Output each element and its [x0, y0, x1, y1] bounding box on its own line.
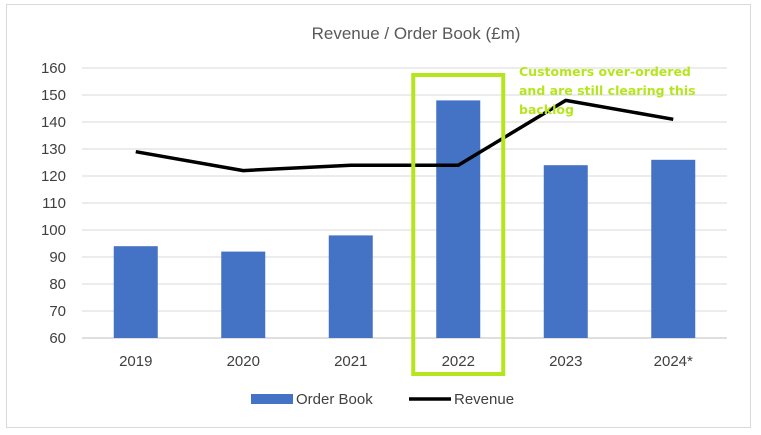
- highlight-box: [411, 73, 506, 376]
- y-tick-label: 90: [49, 249, 66, 266]
- highlight-rect: [411, 73, 506, 376]
- revenue-line: [135, 98, 674, 173]
- y-tick-label: 100: [41, 222, 66, 239]
- y-tick-label: 70: [49, 303, 66, 320]
- bar: [328, 235, 373, 338]
- bar: [436, 100, 481, 339]
- bar: [651, 159, 696, 338]
- bar: [221, 251, 266, 338]
- y-tick-label: 150: [41, 87, 66, 104]
- y-tick-label: 110: [42, 195, 66, 212]
- legend-label-revenue: Revenue: [454, 391, 514, 408]
- x-tick-label: 2021: [334, 353, 367, 370]
- bar: [543, 165, 588, 338]
- y-tick-label: 140: [41, 114, 66, 131]
- annotation: Customers over-ordered and are still clea…: [519, 64, 696, 117]
- y-tick-label: 130: [41, 141, 66, 158]
- y-tick-label: 120: [41, 168, 66, 185]
- y-tick-label: 80: [49, 276, 66, 293]
- chart-frame: [6, 4, 751, 428]
- x-tick-label: 2022: [442, 353, 475, 370]
- y-tick-label: 60: [49, 330, 66, 347]
- legend-label-order-book: Order Book: [296, 391, 373, 408]
- chart-title: Revenue / Order Book (£m): [312, 24, 521, 43]
- line-series: [135, 98, 674, 173]
- bar-series: [113, 100, 696, 339]
- annotation-line: backlog: [519, 102, 574, 117]
- x-axis: 2019 2020 2021 2022 2023 2024*: [119, 353, 693, 370]
- bar: [113, 246, 158, 338]
- annotation-line: Customers over-ordered: [519, 64, 691, 79]
- annotation-line: and are still clearing this: [519, 83, 696, 98]
- x-tick-label: 2019: [119, 353, 152, 370]
- y-axis: 60 70 80 90 100 110 120 130 140 150 160: [41, 60, 66, 347]
- y-tick-label: 160: [41, 60, 66, 77]
- x-tick-label: 2024*: [654, 353, 693, 370]
- x-tick-label: 2020: [227, 353, 260, 370]
- legend-swatch-order-book: [251, 394, 293, 404]
- gridlines: [82, 67, 727, 339]
- x-tick-label: 2023: [549, 353, 582, 370]
- legend: Order Book Revenue: [251, 391, 514, 408]
